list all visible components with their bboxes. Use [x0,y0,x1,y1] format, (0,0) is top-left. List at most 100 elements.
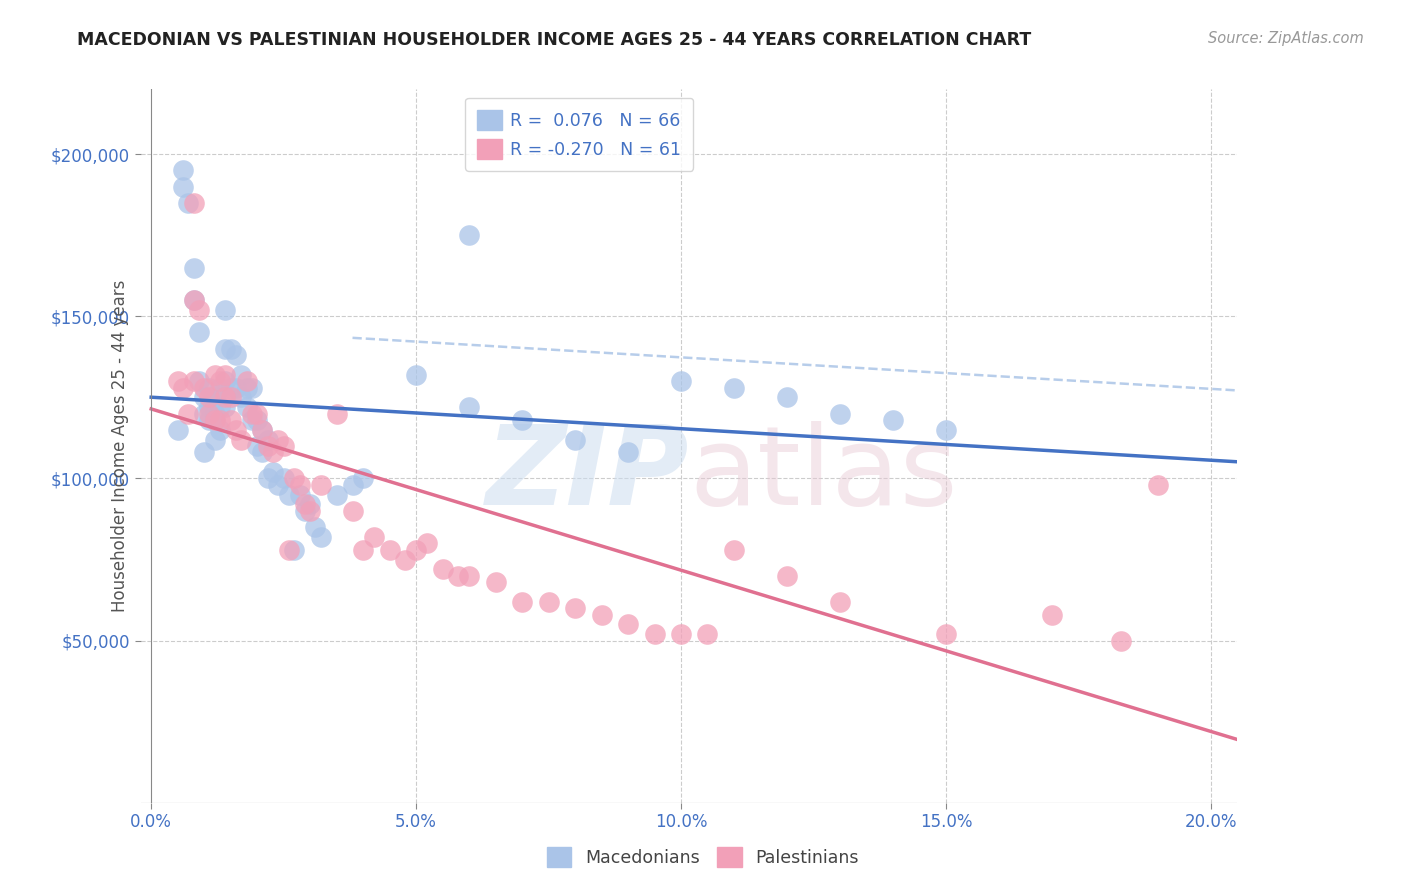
Point [278,488,301,502]
Point [198,413,221,427]
Point [283,542,305,557]
Point [235,381,257,395]
Point [309,530,332,544]
Point [198,381,221,395]
Point [219,390,242,404]
Point [193,407,215,421]
Point [882,413,904,427]
Point [209,381,232,395]
Point [209,413,232,427]
Point [193,381,215,395]
Point [231,390,253,404]
Point [246,439,269,453]
Point [352,542,374,557]
Point [214,342,236,356]
Point [288,488,311,502]
Point [394,552,416,566]
Point [294,497,316,511]
Point [256,471,278,485]
Point [177,195,200,210]
Point [204,413,226,427]
Point [166,374,188,388]
Point [669,627,692,641]
Point [283,471,305,485]
Point [214,368,236,382]
Point [447,568,470,582]
Point [352,471,374,485]
Point [252,423,274,437]
Point [193,445,215,459]
Point [262,445,284,459]
Point [935,627,957,641]
Point [198,400,221,414]
Point [219,342,242,356]
Point [252,445,274,459]
Legend: R =  0.076   N = 66, R = -0.270   N = 61: R = 0.076 N = 66, R = -0.270 N = 61 [465,98,693,171]
Point [252,423,274,437]
Point [166,423,188,437]
Point [183,374,205,388]
Point [617,445,640,459]
Point [214,374,236,388]
Point [214,302,236,317]
Point [256,433,278,447]
Point [1040,607,1063,622]
Point [484,575,506,590]
Point [273,439,295,453]
Point [432,562,454,576]
Point [776,390,799,404]
Point [776,568,799,582]
Point [288,478,311,492]
Point [1146,478,1168,492]
Point [458,568,481,582]
Point [669,374,692,388]
Legend: Macedonians, Palestinians: Macedonians, Palestinians [540,840,866,874]
Point [225,348,247,362]
Point [172,179,194,194]
Point [299,504,322,518]
Point [225,381,247,395]
Point [564,601,586,615]
Point [209,374,232,388]
Point [240,413,263,427]
Point [267,433,290,447]
Point [177,407,200,421]
Point [204,407,226,421]
Point [183,260,205,275]
Point [309,478,332,492]
Point [405,368,427,382]
Point [214,400,236,414]
Point [304,520,326,534]
Point [231,433,253,447]
Point [363,530,385,544]
Y-axis label: Householder Income Ages 25 - 44 years: Householder Income Ages 25 - 44 years [111,280,129,612]
Point [240,407,263,421]
Point [299,497,322,511]
Point [240,381,263,395]
Point [209,423,232,437]
Point [235,374,257,388]
Point [187,374,209,388]
Point [262,465,284,479]
Point [510,595,533,609]
Point [342,478,364,492]
Point [198,407,221,421]
Point [325,407,347,421]
Point [1109,633,1132,648]
Point [246,413,269,427]
Text: atlas: atlas [689,421,957,528]
Point [183,195,205,210]
Point [723,542,745,557]
Point [273,471,295,485]
Point [219,413,242,427]
Point [209,400,232,414]
Point [564,433,586,447]
Point [219,381,242,395]
Point [342,504,364,518]
Point [183,293,205,307]
Point [828,407,851,421]
Point [267,478,290,492]
Point [172,381,194,395]
Point [458,400,481,414]
Point [204,433,226,447]
